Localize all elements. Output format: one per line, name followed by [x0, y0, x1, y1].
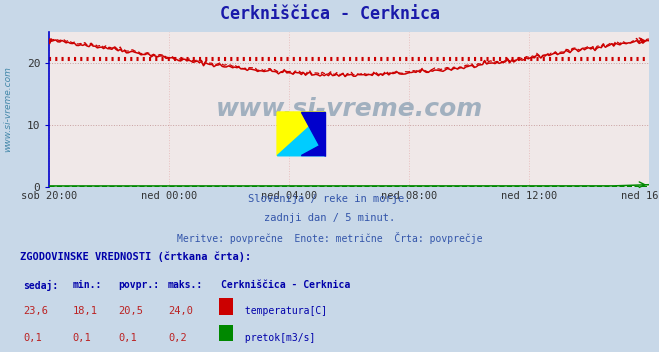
Text: sedaj:: sedaj: — [23, 280, 58, 291]
Text: 0,2: 0,2 — [168, 333, 186, 342]
Text: www.si-vreme.com: www.si-vreme.com — [3, 66, 13, 152]
Polygon shape — [301, 112, 326, 156]
Text: 24,0: 24,0 — [168, 306, 193, 316]
Text: Meritve: povprečne  Enote: metrične  Črta: povprečje: Meritve: povprečne Enote: metrične Črta:… — [177, 232, 482, 244]
Text: pretok[m3/s]: pretok[m3/s] — [239, 333, 315, 342]
Text: 0,1: 0,1 — [119, 333, 137, 342]
Text: min.:: min.: — [72, 280, 102, 290]
Polygon shape — [301, 143, 326, 156]
Text: 18,1: 18,1 — [72, 306, 98, 316]
Text: temperatura[C]: temperatura[C] — [239, 306, 327, 316]
Text: povpr.:: povpr.: — [119, 280, 159, 290]
Polygon shape — [277, 112, 326, 156]
Text: 23,6: 23,6 — [23, 306, 48, 316]
Text: www.si-vreme.com: www.si-vreme.com — [215, 97, 483, 121]
Text: Cerkniščica - Cerknica: Cerkniščica - Cerknica — [219, 5, 440, 23]
Text: 0,1: 0,1 — [23, 333, 42, 342]
Polygon shape — [277, 112, 326, 156]
Text: maks.:: maks.: — [168, 280, 203, 290]
Text: ZGODOVINSKE VREDNOSTI (črtkana črta):: ZGODOVINSKE VREDNOSTI (črtkana črta): — [20, 252, 251, 262]
Text: Cerkniščica - Cerknica: Cerkniščica - Cerknica — [221, 280, 350, 290]
Text: 20,5: 20,5 — [119, 306, 144, 316]
Text: Slovenija / reke in morje.: Slovenija / reke in morje. — [248, 194, 411, 203]
Polygon shape — [277, 112, 326, 156]
Polygon shape — [277, 112, 326, 156]
Text: zadnji dan / 5 minut.: zadnji dan / 5 minut. — [264, 213, 395, 223]
Text: 0,1: 0,1 — [72, 333, 91, 342]
